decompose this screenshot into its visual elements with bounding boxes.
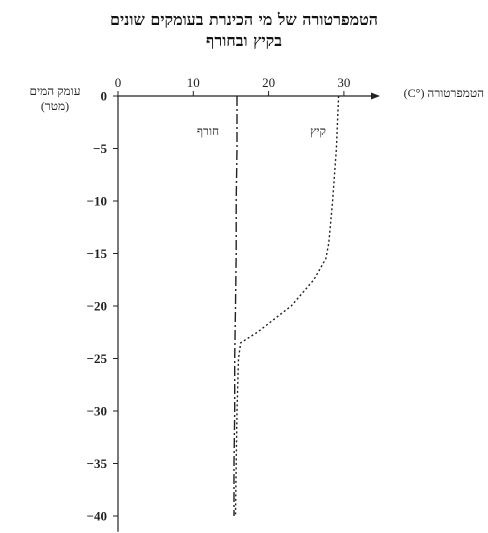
x-axis-title: הטמפרטורה (°C) (404, 86, 484, 100)
x-tick-label: 10 (187, 75, 200, 90)
y-tick-label: −40 (87, 509, 107, 524)
series-line-summer (234, 95, 340, 517)
y-tick-label: −35 (87, 456, 108, 471)
series-label-winter: חורף (197, 124, 219, 138)
y-tick-label: −30 (87, 404, 107, 419)
chart-title-line1: הטמפרטורה של מי הכינרת בעומקים שונים (109, 10, 378, 29)
y-tick-label: −5 (93, 141, 107, 156)
series-label-summer: קיץ (310, 124, 326, 138)
y-tick-label: −15 (87, 246, 108, 261)
y-tick-label: −10 (87, 194, 107, 209)
series-layer (233, 95, 340, 517)
axes: 0 10 20 30 0 −5 −10 −15 −20 −25 −30 −35 −40 (87, 75, 380, 532)
x-tick-label: 20 (262, 75, 275, 90)
y-tick-label: 0 (101, 89, 108, 104)
y-axis-title-line1: עומק המים (29, 84, 80, 98)
y-axis-title-line2: (מטר) (41, 99, 69, 113)
x-tick-label: 0 (115, 75, 122, 90)
y-tick-label: −25 (87, 351, 108, 366)
y-tick-label: −20 (87, 299, 107, 314)
chart-title-line2: בקיץ ובחורף (206, 31, 282, 50)
x-axis-arrow (371, 92, 380, 100)
series-line-winter (233, 96, 238, 516)
x-tick-label: 30 (337, 75, 350, 90)
labels-layer: הטמפרטורה (°C) עומק המים (מטר) חורף קיץ (29, 84, 484, 138)
